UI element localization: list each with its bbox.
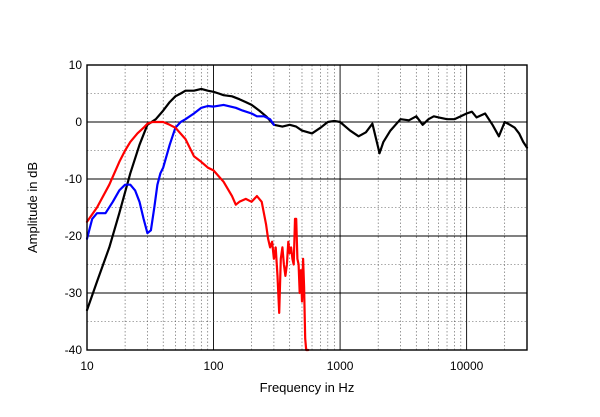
y-tick-label: 0 xyxy=(75,115,82,129)
y-tick-label: -10 xyxy=(65,172,83,186)
y-tick-label: -40 xyxy=(65,343,83,357)
x-tick-label: 100 xyxy=(204,359,224,373)
plot-frame xyxy=(86,64,528,351)
series-layer xyxy=(85,87,529,352)
series-line-2 xyxy=(85,103,275,240)
x-axis-title: Frequency in Hz xyxy=(260,380,355,395)
x-tick-label: 1000 xyxy=(327,359,354,373)
series-line-3 xyxy=(85,120,310,352)
x-tick-label: 10 xyxy=(80,359,94,373)
y-tick-label: 10 xyxy=(69,58,83,72)
x-tick-label: 10000 xyxy=(450,359,484,373)
y-tick-label: -20 xyxy=(65,229,83,243)
y-axis-title: Amplitude in dB xyxy=(25,162,40,253)
grid xyxy=(87,65,527,350)
y-tick-label: -30 xyxy=(65,286,83,300)
series-line-1 xyxy=(85,87,529,312)
